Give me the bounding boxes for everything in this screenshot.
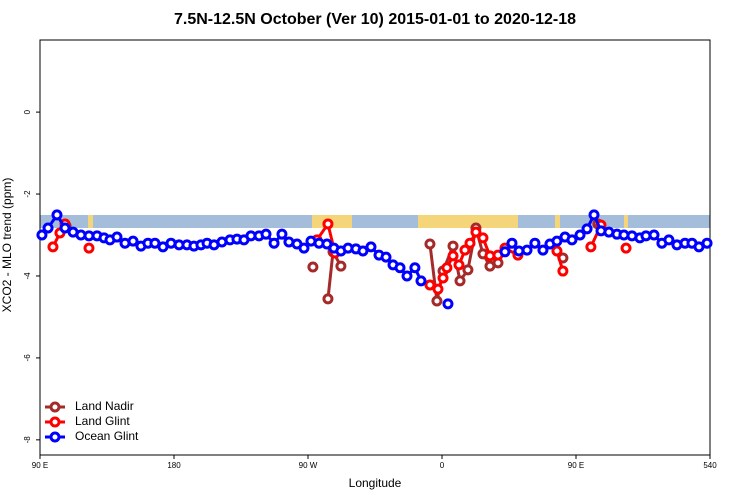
y-tick-label: -4	[23, 272, 32, 280]
data-point	[380, 251, 392, 263]
data-point	[459, 244, 471, 256]
data-point	[521, 244, 533, 256]
x-tick-label: 540	[703, 461, 717, 470]
data-point	[307, 261, 319, 273]
data-point	[335, 260, 347, 272]
data-point	[557, 252, 569, 264]
data-point	[447, 250, 459, 262]
x-tick-label: 90 W	[299, 461, 318, 470]
data-point	[620, 242, 632, 254]
data-point	[701, 237, 713, 249]
data-point	[394, 262, 406, 274]
data-point	[322, 218, 334, 230]
data-point	[59, 222, 71, 234]
data-point	[529, 237, 541, 249]
legend-swatch	[49, 416, 61, 428]
chart-title: 7.5N-12.5N October (Ver 10) 2015-01-01 t…	[174, 11, 576, 28]
data-point	[424, 279, 436, 291]
data-point	[432, 283, 444, 295]
data-point	[574, 229, 586, 241]
data-point	[47, 241, 59, 253]
x-tick-label: 180	[167, 461, 181, 470]
data-point	[566, 234, 578, 246]
data-point	[415, 275, 427, 287]
data-point	[401, 270, 413, 282]
legend-label: Ocean Glint	[75, 429, 139, 443]
data-point	[441, 262, 453, 274]
data-point	[127, 235, 139, 247]
data-point	[557, 265, 569, 277]
data-point	[470, 226, 482, 238]
data-point	[36, 229, 48, 241]
data-point	[268, 237, 280, 249]
data-point	[454, 275, 466, 287]
data-point	[477, 232, 489, 244]
data-point	[276, 228, 288, 240]
x-tick-label: 0	[440, 461, 445, 470]
data-point	[431, 295, 443, 307]
legend-label: Land Glint	[75, 414, 130, 428]
data-point	[551, 245, 563, 257]
y-axis-label: XCO2 - MLO trend (ppm)	[0, 178, 14, 313]
data-point	[111, 231, 123, 243]
data-point	[365, 241, 377, 253]
legend-swatch	[49, 401, 61, 413]
y-tick-label: -8	[23, 436, 32, 444]
data-point	[83, 242, 95, 254]
data-point	[442, 298, 454, 310]
data-point	[663, 234, 675, 246]
data-point	[462, 264, 474, 276]
data-point	[260, 228, 272, 240]
data-point	[447, 240, 459, 252]
series-line	[53, 224, 626, 289]
data-point	[588, 209, 600, 221]
x-tick-label: 90 E	[568, 461, 584, 470]
y-tick-label: 0	[23, 109, 32, 114]
data-point	[551, 235, 563, 247]
data-point	[648, 229, 660, 241]
x-axis-label: Longitude	[349, 476, 402, 490]
y-tick-label: -6	[23, 354, 32, 362]
data-point	[357, 245, 369, 257]
data-point	[424, 238, 436, 250]
data-point	[499, 246, 511, 258]
data-point	[51, 209, 63, 221]
data-point	[409, 262, 421, 274]
data-point	[581, 223, 593, 235]
map-strip	[40, 215, 710, 228]
data-point	[585, 241, 597, 253]
data-point	[42, 222, 54, 234]
data-point	[506, 237, 518, 249]
data-point	[437, 272, 449, 284]
legend-label: Land Nadir	[75, 399, 134, 413]
y-tick-label: -2	[23, 190, 32, 198]
data-point	[322, 293, 334, 305]
data-point	[464, 237, 476, 249]
data-point	[453, 259, 465, 271]
data-point	[298, 242, 310, 254]
legend-swatch	[49, 431, 61, 443]
x-tick-label: 90 E	[32, 461, 48, 470]
data-point	[537, 244, 549, 256]
